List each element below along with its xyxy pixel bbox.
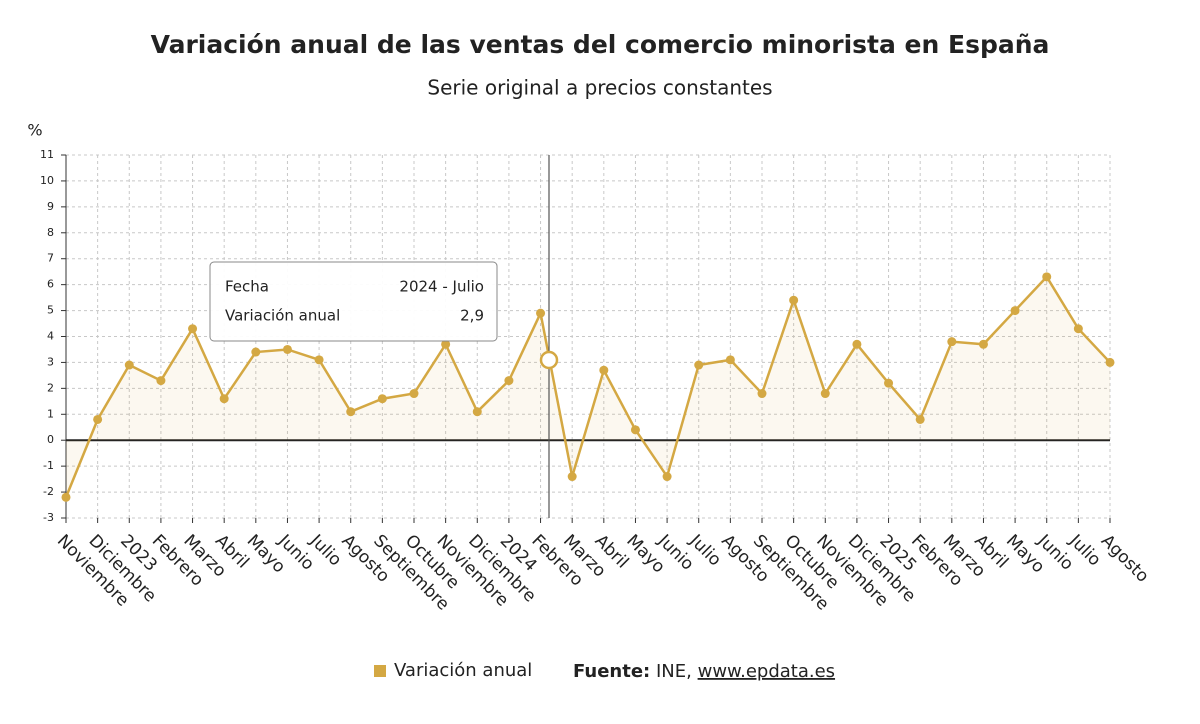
point bbox=[472, 407, 482, 417]
point bbox=[599, 365, 609, 375]
source-text: INE, bbox=[656, 661, 692, 682]
y-tick-label: 7 bbox=[47, 252, 54, 265]
point bbox=[282, 344, 292, 354]
point bbox=[188, 324, 198, 334]
point bbox=[1042, 272, 1052, 282]
y-tick-label: 2 bbox=[47, 381, 54, 394]
point bbox=[346, 407, 356, 417]
point bbox=[156, 376, 166, 386]
point bbox=[662, 472, 672, 482]
point bbox=[536, 308, 546, 318]
point bbox=[441, 339, 451, 349]
y-axis-label: % bbox=[27, 121, 42, 140]
plot bbox=[61, 272, 1115, 502]
tooltip-key: Fecha bbox=[225, 278, 269, 296]
legend: Variación anual bbox=[374, 660, 532, 681]
chart-subtitle: Serie original a precios constantes bbox=[427, 76, 772, 100]
legend-label[interactable]: Variación anual bbox=[394, 660, 532, 681]
y-tick-label: 9 bbox=[47, 200, 54, 213]
y-tick-label: 0 bbox=[47, 433, 54, 446]
point bbox=[694, 360, 704, 370]
point bbox=[820, 389, 830, 399]
point bbox=[93, 414, 103, 424]
line bbox=[64, 274, 1111, 498]
point bbox=[251, 347, 261, 357]
y-tick-label: 3 bbox=[47, 355, 54, 368]
tooltip: Fecha 2024 - Julio Variación anual 2,9 bbox=[209, 261, 498, 342]
tooltip-value: 2024 - Julio bbox=[399, 278, 484, 296]
legend-swatch bbox=[374, 665, 386, 677]
point bbox=[567, 472, 577, 482]
y-tick-label: 11 bbox=[40, 148, 54, 161]
y-tick-label: 10 bbox=[40, 174, 54, 187]
y-tick-label: -2 bbox=[43, 485, 54, 498]
point bbox=[61, 492, 71, 502]
point bbox=[725, 355, 735, 365]
point bbox=[377, 394, 387, 404]
y-tick-label: 6 bbox=[47, 278, 54, 291]
point bbox=[124, 360, 134, 370]
point bbox=[1105, 357, 1115, 367]
y-tick-label: 1 bbox=[47, 407, 54, 420]
y-tick-label: -3 bbox=[43, 511, 54, 524]
point bbox=[947, 337, 957, 347]
y-tick-label: 5 bbox=[47, 304, 54, 317]
y-tick-label: -1 bbox=[43, 459, 54, 472]
y-tick-label: 4 bbox=[47, 330, 54, 343]
tooltip-value: 2,9 bbox=[460, 307, 484, 325]
point bbox=[789, 295, 799, 305]
point bbox=[884, 378, 894, 388]
point bbox=[915, 414, 925, 424]
point bbox=[757, 389, 767, 399]
point bbox=[219, 394, 229, 404]
chart-title: Variación anual de las ventas del comerc… bbox=[151, 30, 1050, 59]
hover-marker bbox=[539, 350, 559, 370]
area bbox=[66, 276, 1110, 498]
point bbox=[978, 339, 988, 349]
point bbox=[1010, 306, 1020, 316]
point bbox=[630, 425, 640, 435]
point bbox=[314, 355, 324, 365]
y-tick-label: 8 bbox=[47, 226, 54, 239]
point bbox=[852, 339, 862, 349]
point bbox=[1073, 324, 1083, 334]
point bbox=[504, 376, 514, 386]
tooltip-box bbox=[209, 261, 498, 342]
source-label: Fuente: bbox=[573, 661, 650, 682]
source: Fuente: INE, www.epdata.es bbox=[573, 661, 835, 682]
point bbox=[409, 389, 419, 399]
source-link[interactable]: www.epdata.es bbox=[698, 661, 835, 682]
tooltip-key: Variación anual bbox=[225, 307, 340, 325]
x-tick-label: Agosto bbox=[1097, 531, 1153, 587]
